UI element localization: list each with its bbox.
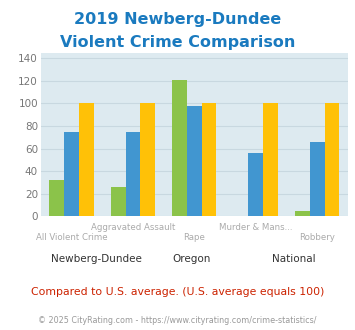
- Bar: [295, 211, 310, 216]
- Bar: [79, 104, 94, 216]
- Text: Oregon: Oregon: [172, 254, 211, 264]
- Text: Murder & Mans...: Murder & Mans...: [219, 223, 293, 232]
- Bar: [248, 153, 263, 216]
- Bar: [187, 106, 202, 216]
- Text: Robbery: Robbery: [299, 233, 335, 242]
- Bar: [310, 142, 324, 216]
- Text: Aggravated Assault: Aggravated Assault: [91, 223, 175, 232]
- Text: National: National: [272, 254, 315, 264]
- Text: Violent Crime Comparison: Violent Crime Comparison: [60, 35, 295, 50]
- Text: Newberg-Dundee: Newberg-Dundee: [51, 254, 142, 264]
- Text: Compared to U.S. average. (U.S. average equals 100): Compared to U.S. average. (U.S. average …: [31, 287, 324, 297]
- Bar: [263, 104, 278, 216]
- Bar: [126, 132, 140, 216]
- Text: All Violent Crime: All Violent Crime: [36, 233, 107, 242]
- Bar: [49, 180, 64, 216]
- Text: Rape: Rape: [184, 233, 205, 242]
- Bar: [172, 80, 187, 216]
- Bar: [324, 104, 339, 216]
- Text: © 2025 CityRating.com - https://www.cityrating.com/crime-statistics/: © 2025 CityRating.com - https://www.city…: [38, 315, 317, 325]
- Bar: [111, 187, 126, 216]
- Text: 2019 Newberg-Dundee: 2019 Newberg-Dundee: [74, 12, 281, 26]
- Bar: [140, 104, 155, 216]
- Bar: [64, 132, 79, 216]
- Bar: [202, 104, 217, 216]
